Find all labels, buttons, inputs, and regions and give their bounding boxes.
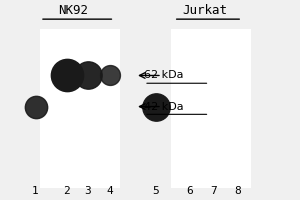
- Text: 3: 3: [84, 186, 91, 196]
- Text: NK92: NK92: [58, 4, 88, 17]
- Point: [64, 74, 69, 77]
- Text: 4: 4: [106, 186, 113, 196]
- Text: 8: 8: [234, 186, 241, 196]
- Text: 2: 2: [63, 186, 70, 196]
- Text: 5: 5: [153, 186, 159, 196]
- Text: 6: 6: [187, 186, 194, 196]
- FancyBboxPatch shape: [171, 29, 251, 188]
- FancyBboxPatch shape: [40, 29, 120, 188]
- Text: 1: 1: [32, 186, 39, 196]
- Text: 62 kDa: 62 kDa: [144, 70, 184, 80]
- Point: [85, 74, 90, 77]
- Point: [107, 74, 112, 77]
- Point: [33, 105, 38, 108]
- Point: [154, 105, 158, 108]
- Text: Jurkat: Jurkat: [182, 4, 227, 17]
- Text: 42 kDa: 42 kDa: [144, 102, 184, 112]
- Text: 7: 7: [211, 186, 217, 196]
